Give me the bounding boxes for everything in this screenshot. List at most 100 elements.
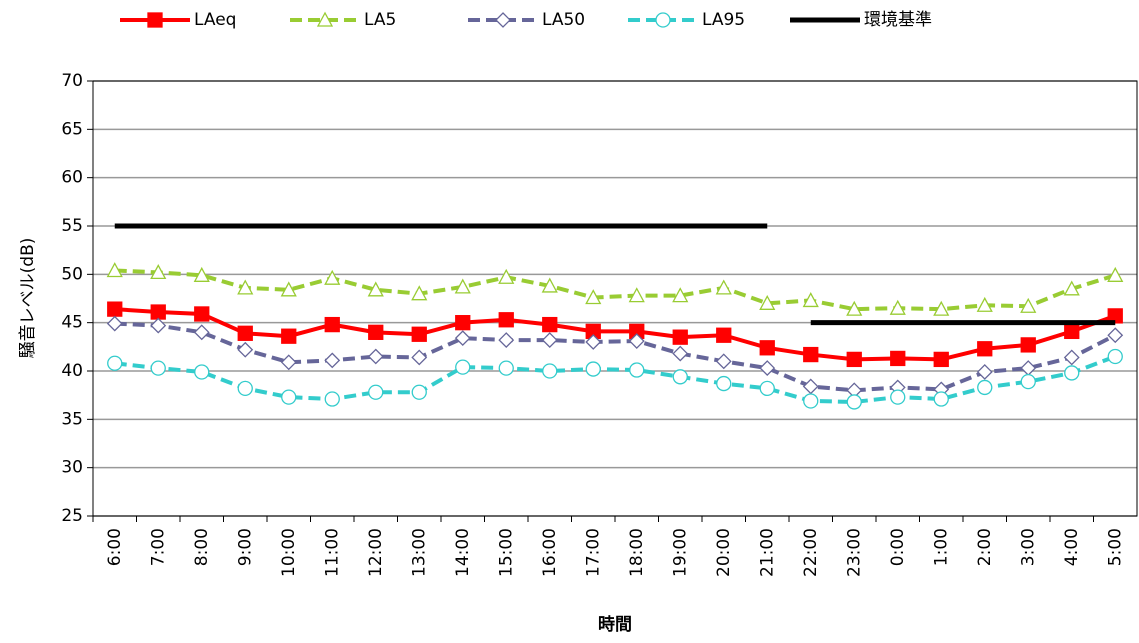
y-tick-label: 60 — [61, 168, 83, 188]
x-tick-label: 4:00 — [1062, 528, 1082, 566]
marker — [193, 266, 210, 282]
marker — [1020, 337, 1036, 353]
marker — [455, 359, 471, 375]
x-tick-label: 20:00 — [714, 528, 734, 577]
marker — [106, 315, 123, 332]
x-tick-label: 0:00 — [888, 528, 908, 566]
series — [106, 315, 1124, 399]
marker — [585, 289, 602, 305]
marker — [802, 378, 819, 395]
marker — [759, 294, 776, 310]
marker — [846, 351, 862, 368]
marker — [498, 312, 514, 328]
y-tick-label: 65 — [61, 119, 83, 139]
marker — [107, 355, 123, 371]
series-line — [114, 268, 1116, 312]
x-tick-label: 21:00 — [757, 528, 777, 577]
series — [107, 348, 1123, 410]
marker — [672, 369, 688, 385]
marker — [542, 316, 558, 333]
marker — [889, 299, 906, 315]
y-tick-label: 40 — [61, 361, 83, 381]
marker — [976, 364, 993, 380]
marker — [933, 391, 949, 407]
x-tick-label: 10:00 — [279, 528, 299, 577]
legend-marker — [147, 12, 163, 28]
marker — [672, 345, 689, 362]
marker — [976, 296, 993, 312]
x-tick-label: 11:00 — [322, 528, 342, 577]
x-tick-label: 8:00 — [192, 528, 212, 566]
series-line — [114, 321, 1117, 393]
marker — [1064, 365, 1080, 381]
legend-item: LA95 — [628, 10, 745, 30]
marker — [715, 353, 732, 370]
x-tick-label: 2:00 — [975, 528, 995, 566]
marker — [324, 391, 340, 407]
marker — [411, 326, 427, 342]
y-axis-title: 騒音レベル(dB) — [18, 238, 38, 359]
y-tick-label: 45 — [61, 313, 83, 333]
marker — [1107, 327, 1124, 344]
legend-marker — [495, 12, 511, 28]
marker — [368, 324, 384, 340]
x-tick-label: 6:00 — [105, 528, 125, 566]
legend-item: LA5 — [290, 10, 396, 30]
marker — [803, 393, 819, 409]
series — [114, 223, 1116, 326]
marker — [324, 269, 341, 285]
x-tick-label: 17:00 — [583, 528, 603, 577]
marker — [1063, 280, 1080, 296]
marker — [890, 350, 906, 367]
marker — [280, 354, 297, 371]
marker — [150, 360, 166, 376]
legend-marker — [655, 12, 671, 28]
marker — [1107, 266, 1124, 282]
marker — [585, 361, 601, 377]
y-tick-label: 50 — [61, 264, 83, 284]
marker — [454, 278, 471, 294]
marker — [846, 300, 863, 316]
marker — [628, 287, 645, 303]
marker — [368, 384, 384, 400]
series — [107, 301, 1123, 368]
y-tick-label: 55 — [61, 216, 83, 236]
marker — [1063, 349, 1080, 366]
marker — [150, 317, 167, 334]
x-tick-label: 18:00 — [627, 528, 647, 577]
marker — [194, 364, 210, 380]
marker — [1020, 297, 1037, 313]
marker — [237, 279, 254, 295]
legend-item: LA50 — [468, 10, 585, 30]
marker — [411, 285, 428, 301]
marker — [759, 360, 776, 377]
x-tick-label: 23:00 — [844, 528, 864, 577]
marker — [193, 324, 210, 341]
x-tick-label: 1:00 — [931, 528, 951, 566]
marker — [542, 363, 558, 379]
marker — [411, 384, 427, 400]
x-tick-label: 3:00 — [1018, 528, 1038, 566]
y-tick-label: 35 — [61, 409, 83, 429]
x-tick-label: 22:00 — [801, 528, 821, 577]
marker — [802, 292, 819, 308]
marker — [150, 304, 166, 320]
marker — [716, 327, 732, 343]
marker — [454, 330, 471, 347]
x-tick-label: 19:00 — [670, 528, 690, 577]
y-tick-label: 70 — [61, 71, 83, 91]
marker — [933, 300, 950, 316]
marker — [933, 351, 949, 368]
x-tick-label: 16:00 — [540, 528, 560, 577]
marker — [280, 281, 297, 297]
legend-label: LA95 — [702, 10, 745, 30]
marker — [367, 348, 384, 365]
marker — [237, 341, 254, 358]
x-tick-label: 14:00 — [453, 528, 473, 577]
marker — [281, 328, 297, 344]
legend-marker — [316, 11, 334, 27]
marker — [1064, 323, 1080, 340]
marker — [498, 332, 515, 348]
y-tick-label: 30 — [61, 458, 83, 478]
